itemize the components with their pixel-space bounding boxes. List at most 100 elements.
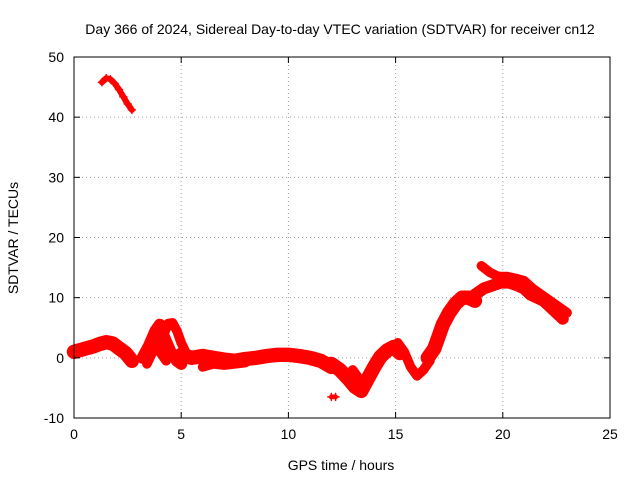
grid xyxy=(74,57,610,418)
data-point xyxy=(108,339,117,348)
series-arc-peak-high xyxy=(476,260,572,318)
y-tick-labels: -10 0 10 20 30 40 50 xyxy=(44,49,64,426)
data-point xyxy=(219,360,229,370)
data-point xyxy=(161,356,171,366)
data-point xyxy=(123,99,132,109)
data-point xyxy=(121,348,130,358)
data-point xyxy=(89,342,98,351)
data-point xyxy=(110,79,119,88)
data-point xyxy=(479,284,488,293)
x-tick-labels: 0 5 10 15 20 25 xyxy=(70,426,618,442)
y-tick-label: 30 xyxy=(48,169,64,185)
data-point xyxy=(168,318,177,328)
data-point xyxy=(393,338,402,348)
data-point xyxy=(502,272,512,281)
x-tick-label: 20 xyxy=(495,426,511,442)
data-point xyxy=(545,296,555,305)
series-arc-mid-low xyxy=(197,357,251,372)
data-series xyxy=(66,73,572,402)
series-arc-mid xyxy=(173,347,339,375)
y-tick-label: 20 xyxy=(48,230,64,246)
data-point xyxy=(374,356,383,366)
series-band xyxy=(66,335,140,368)
data-point xyxy=(350,382,360,391)
series-arc-early-high xyxy=(97,73,137,115)
data-point xyxy=(95,339,104,349)
data-point xyxy=(382,347,392,357)
series-arc-wave-c xyxy=(142,340,171,369)
data-point xyxy=(262,351,272,361)
data-point xyxy=(348,365,357,375)
data-point xyxy=(438,320,448,329)
data-point xyxy=(365,368,375,378)
data-point xyxy=(176,350,186,360)
data-point xyxy=(419,365,428,375)
data-point xyxy=(487,281,497,290)
data-point xyxy=(155,320,165,329)
data-point xyxy=(127,356,137,366)
data-point xyxy=(399,347,409,357)
series-arc-rise xyxy=(420,290,483,365)
data-point xyxy=(470,290,480,299)
y-tick-label: 0 xyxy=(56,350,64,366)
data-point xyxy=(241,358,250,367)
x-tick-label: 5 xyxy=(177,426,185,442)
x-axis-label: GPS time / hours xyxy=(288,457,395,473)
data-point xyxy=(284,350,293,360)
data-point xyxy=(172,326,182,336)
data-point xyxy=(166,347,175,357)
y-tick-label: 40 xyxy=(48,109,64,125)
data-point xyxy=(76,345,85,355)
data-point xyxy=(106,75,115,84)
data-point xyxy=(294,351,304,361)
data-point xyxy=(406,362,415,372)
data-point xyxy=(273,350,282,360)
data-point xyxy=(159,329,169,339)
series-band xyxy=(392,337,435,381)
data-point xyxy=(155,347,165,357)
data-point xyxy=(176,338,186,348)
y-tick-label: 10 xyxy=(48,290,64,306)
data-point xyxy=(198,351,207,361)
x-tick-label: 25 xyxy=(602,426,618,442)
data-point xyxy=(423,353,433,363)
series-arc-dip-b xyxy=(347,343,401,387)
data-point xyxy=(151,326,160,336)
y-axis-label: SDTVAR / TECUs xyxy=(5,182,21,294)
data-point xyxy=(412,371,422,381)
data-point xyxy=(119,92,128,101)
data-point xyxy=(537,290,546,299)
data-point xyxy=(305,353,315,363)
x-tick-label: 10 xyxy=(281,426,297,442)
data-point xyxy=(327,359,336,369)
data-point xyxy=(357,377,366,387)
data-point xyxy=(562,308,572,317)
data-point xyxy=(444,308,454,317)
data-point xyxy=(429,344,439,354)
data-point xyxy=(127,105,137,115)
data-point xyxy=(494,272,503,281)
data-point xyxy=(146,350,156,360)
data-point xyxy=(82,343,92,353)
data-point xyxy=(558,314,568,323)
data-point xyxy=(434,332,443,342)
data-point xyxy=(477,261,486,271)
data-point xyxy=(316,356,325,366)
data-point xyxy=(554,302,563,311)
data-point xyxy=(335,365,345,375)
data-point xyxy=(485,268,495,277)
y-tick-label: -10 xyxy=(44,410,64,426)
data-point xyxy=(209,359,218,369)
data-point xyxy=(142,359,152,369)
data-point xyxy=(331,392,340,402)
y-tick-label: 50 xyxy=(48,49,64,65)
data-point xyxy=(101,337,111,347)
data-point xyxy=(251,353,261,363)
chart-title: Day 366 of 2024, Sidereal Day-to-day VTE… xyxy=(85,21,595,37)
data-point xyxy=(198,362,207,372)
data-point xyxy=(344,374,353,384)
data-point xyxy=(114,85,124,94)
data-point xyxy=(519,276,529,286)
series-arc-early-low xyxy=(66,335,140,368)
